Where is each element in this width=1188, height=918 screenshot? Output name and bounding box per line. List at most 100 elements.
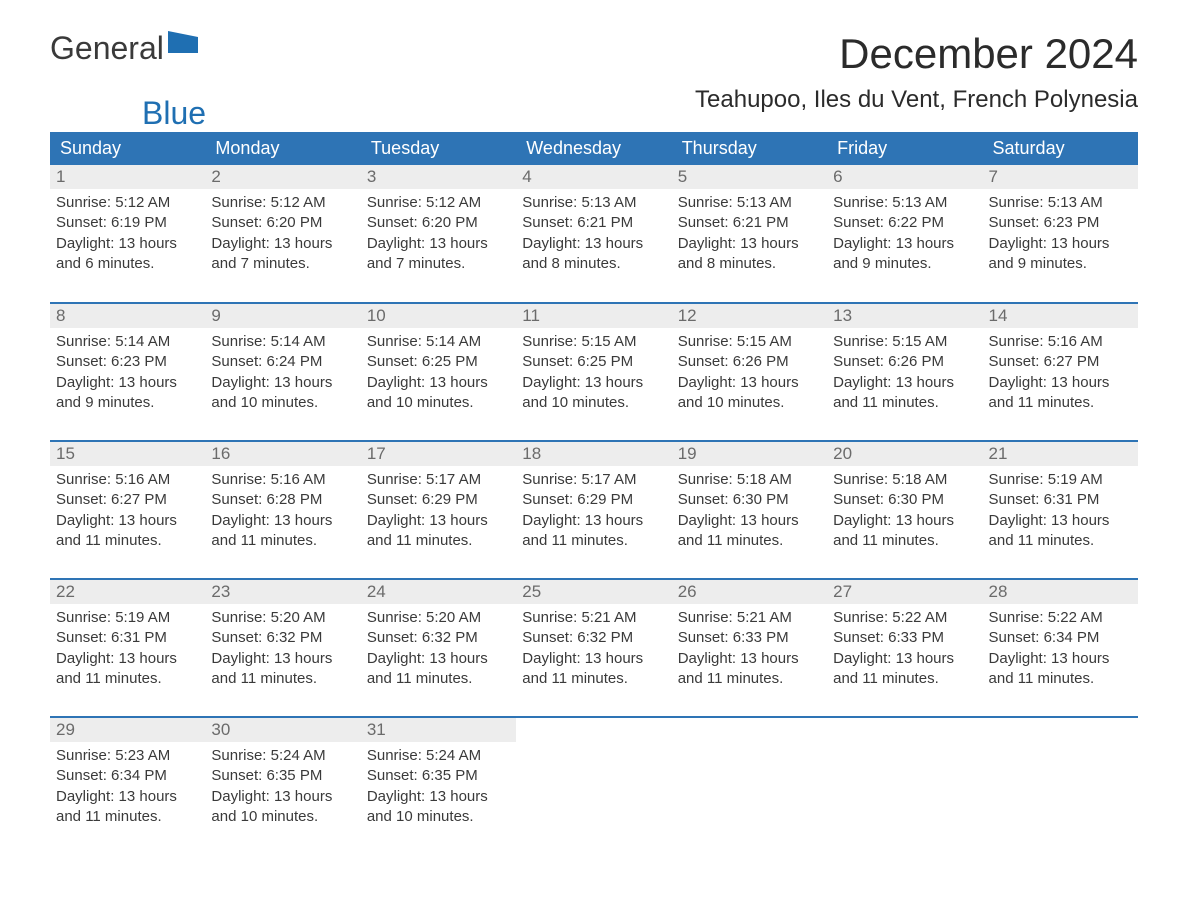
day-number: 6 (827, 165, 982, 189)
weekday-header: Wednesday (516, 132, 671, 165)
day-info-line: and 10 minutes. (522, 393, 665, 413)
calendar-body: 1Sunrise: 5:12 AMSunset: 6:19 PMDaylight… (50, 165, 1138, 855)
day-info-line: Sunset: 6:28 PM (211, 490, 354, 510)
day-info-line: Sunset: 6:25 PM (367, 352, 510, 372)
day-info-line: Daylight: 13 hours (56, 234, 199, 254)
day-info-line: Sunset: 6:32 PM (211, 628, 354, 648)
calendar-day-cell: 18Sunrise: 5:17 AMSunset: 6:29 PMDayligh… (516, 441, 671, 579)
day-number: 8 (50, 304, 205, 328)
day-info-line: Sunset: 6:23 PM (989, 213, 1132, 233)
day-info-line: Daylight: 13 hours (367, 787, 510, 807)
calendar-day-cell: 15Sunrise: 5:16 AMSunset: 6:27 PMDayligh… (50, 441, 205, 579)
day-info-line: Sunrise: 5:22 AM (989, 608, 1132, 628)
day-number: 19 (672, 442, 827, 466)
day-info-line: and 9 minutes. (833, 254, 976, 274)
day-info-line: Sunrise: 5:14 AM (56, 332, 199, 352)
calendar-week-row: 22Sunrise: 5:19 AMSunset: 6:31 PMDayligh… (50, 579, 1138, 717)
calendar-day-cell: 6Sunrise: 5:13 AMSunset: 6:22 PMDaylight… (827, 165, 982, 303)
calendar-day-cell: 17Sunrise: 5:17 AMSunset: 6:29 PMDayligh… (361, 441, 516, 579)
day-info-line: Sunset: 6:35 PM (367, 766, 510, 786)
day-info-line: Sunset: 6:27 PM (989, 352, 1132, 372)
day-info: Sunrise: 5:21 AMSunset: 6:32 PMDaylight:… (516, 604, 671, 689)
calendar-week-row: 8Sunrise: 5:14 AMSunset: 6:23 PMDaylight… (50, 303, 1138, 441)
weekday-header: Friday (827, 132, 982, 165)
day-number: 14 (983, 304, 1138, 328)
day-info-line: Sunset: 6:34 PM (989, 628, 1132, 648)
day-info-line: Sunset: 6:20 PM (367, 213, 510, 233)
day-number: 20 (827, 442, 982, 466)
calendar-day-cell: 7Sunrise: 5:13 AMSunset: 6:23 PMDaylight… (983, 165, 1138, 303)
day-info-line: Daylight: 13 hours (833, 373, 976, 393)
day-info: Sunrise: 5:13 AMSunset: 6:22 PMDaylight:… (827, 189, 982, 274)
day-info-line: Daylight: 13 hours (833, 511, 976, 531)
day-info-line: Daylight: 13 hours (678, 234, 821, 254)
day-info-line: Sunrise: 5:12 AM (56, 193, 199, 213)
day-info: Sunrise: 5:19 AMSunset: 6:31 PMDaylight:… (983, 466, 1138, 551)
day-info: Sunrise: 5:18 AMSunset: 6:30 PMDaylight:… (827, 466, 982, 551)
day-info: Sunrise: 5:14 AMSunset: 6:23 PMDaylight:… (50, 328, 205, 413)
day-info-line: Sunset: 6:34 PM (56, 766, 199, 786)
day-info-line: Daylight: 13 hours (367, 649, 510, 669)
calendar-day-cell: 10Sunrise: 5:14 AMSunset: 6:25 PMDayligh… (361, 303, 516, 441)
day-info: Sunrise: 5:16 AMSunset: 6:27 PMDaylight:… (983, 328, 1138, 413)
logo: General (50, 30, 198, 67)
day-number: 25 (516, 580, 671, 604)
day-info-line: Sunrise: 5:19 AM (989, 470, 1132, 490)
day-info: Sunrise: 5:22 AMSunset: 6:34 PMDaylight:… (983, 604, 1138, 689)
day-info-line: Sunrise: 5:12 AM (211, 193, 354, 213)
day-info-line: Sunrise: 5:13 AM (989, 193, 1132, 213)
day-info-line: Sunset: 6:32 PM (522, 628, 665, 648)
day-info-line: Sunset: 6:32 PM (367, 628, 510, 648)
day-info-line: Daylight: 13 hours (522, 373, 665, 393)
day-number: 17 (361, 442, 516, 466)
calendar-day-cell: 19Sunrise: 5:18 AMSunset: 6:30 PMDayligh… (672, 441, 827, 579)
day-info-line: Daylight: 13 hours (833, 649, 976, 669)
day-info-line: Sunset: 6:24 PM (211, 352, 354, 372)
day-info: Sunrise: 5:13 AMSunset: 6:21 PMDaylight:… (672, 189, 827, 274)
day-number: 22 (50, 580, 205, 604)
day-info-line: Daylight: 13 hours (367, 234, 510, 254)
calendar-day-cell: 14Sunrise: 5:16 AMSunset: 6:27 PMDayligh… (983, 303, 1138, 441)
day-info-line: Sunrise: 5:24 AM (211, 746, 354, 766)
calendar-day-cell: 1Sunrise: 5:12 AMSunset: 6:19 PMDaylight… (50, 165, 205, 303)
calendar-day-cell (827, 717, 982, 855)
day-info-line: Daylight: 13 hours (211, 373, 354, 393)
day-number: 2 (205, 165, 360, 189)
day-info: Sunrise: 5:20 AMSunset: 6:32 PMDaylight:… (205, 604, 360, 689)
day-info: Sunrise: 5:14 AMSunset: 6:25 PMDaylight:… (361, 328, 516, 413)
day-info: Sunrise: 5:12 AMSunset: 6:20 PMDaylight:… (361, 189, 516, 274)
day-number: 27 (827, 580, 982, 604)
day-info-line: Sunrise: 5:15 AM (833, 332, 976, 352)
day-info-line: and 6 minutes. (56, 254, 199, 274)
day-info-line: Sunrise: 5:15 AM (522, 332, 665, 352)
day-info-line: Daylight: 13 hours (989, 234, 1132, 254)
day-number: 1 (50, 165, 205, 189)
day-info-line: Sunset: 6:30 PM (833, 490, 976, 510)
calendar-day-cell: 13Sunrise: 5:15 AMSunset: 6:26 PMDayligh… (827, 303, 982, 441)
day-info: Sunrise: 5:24 AMSunset: 6:35 PMDaylight:… (205, 742, 360, 827)
page-title: December 2024 (839, 30, 1138, 78)
day-info: Sunrise: 5:14 AMSunset: 6:24 PMDaylight:… (205, 328, 360, 413)
logo-text-general: General (50, 30, 164, 67)
day-info-line: Sunset: 6:31 PM (989, 490, 1132, 510)
calendar-day-cell: 3Sunrise: 5:12 AMSunset: 6:20 PMDaylight… (361, 165, 516, 303)
calendar-day-cell: 11Sunrise: 5:15 AMSunset: 6:25 PMDayligh… (516, 303, 671, 441)
calendar-day-cell: 28Sunrise: 5:22 AMSunset: 6:34 PMDayligh… (983, 579, 1138, 717)
calendar-day-cell: 30Sunrise: 5:24 AMSunset: 6:35 PMDayligh… (205, 717, 360, 855)
day-info: Sunrise: 5:18 AMSunset: 6:30 PMDaylight:… (672, 466, 827, 551)
day-number: 26 (672, 580, 827, 604)
day-info: Sunrise: 5:23 AMSunset: 6:34 PMDaylight:… (50, 742, 205, 827)
day-number: 29 (50, 718, 205, 742)
logo-text-blue: Blue (142, 95, 206, 132)
day-info: Sunrise: 5:21 AMSunset: 6:33 PMDaylight:… (672, 604, 827, 689)
day-info-line: Daylight: 13 hours (678, 649, 821, 669)
day-info-line: Daylight: 13 hours (56, 649, 199, 669)
day-info-line: Daylight: 13 hours (56, 787, 199, 807)
day-info: Sunrise: 5:20 AMSunset: 6:32 PMDaylight:… (361, 604, 516, 689)
day-info: Sunrise: 5:16 AMSunset: 6:28 PMDaylight:… (205, 466, 360, 551)
day-info-line: Sunrise: 5:20 AM (367, 608, 510, 628)
day-info-line: Sunrise: 5:13 AM (833, 193, 976, 213)
day-info: Sunrise: 5:15 AMSunset: 6:26 PMDaylight:… (672, 328, 827, 413)
day-info-line: and 11 minutes. (522, 669, 665, 689)
day-info-line: Sunrise: 5:16 AM (211, 470, 354, 490)
